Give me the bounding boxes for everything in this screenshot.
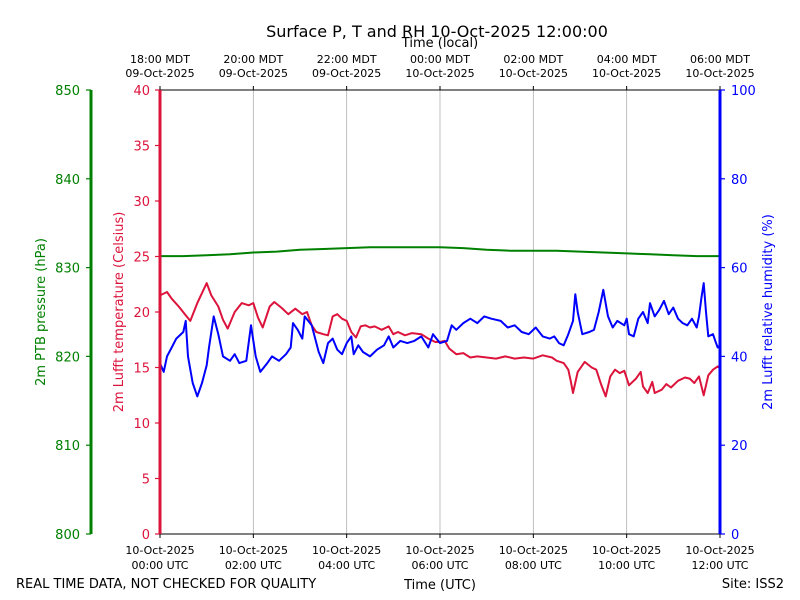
x-tick-label-local-time: 06:00 MDT — [690, 53, 750, 66]
humidity-tick-label: 60 — [731, 262, 748, 277]
humidity-tick-label: 40 — [731, 350, 748, 365]
x-tick-label-local-date: 10-Oct-2025 — [685, 67, 754, 80]
grid-lines — [252, 90, 628, 534]
temperature-tick-label: 35 — [133, 140, 150, 155]
site-label: Site: ISS2 — [722, 577, 784, 592]
pressure-tick-label: 830 — [55, 262, 80, 277]
pressure-axis-label: 2m PTB pressure (hPa) — [34, 238, 49, 386]
x-tick-label-local-time: 00:00 MDT — [410, 53, 470, 66]
chart-title: Surface P, T and RH 10-Oct-2025 12:00:00 — [266, 22, 608, 41]
x-tick-label-utc-date: 10-Oct-2025 — [405, 544, 474, 557]
humidity-tick-label: 100 — [731, 84, 756, 99]
humidity-tick-label: 20 — [731, 439, 748, 454]
x-axis-ticks: 10-Oct-2025 00:00 UTC 10-Oct-2025 02:00 UTC… — [125, 53, 754, 572]
x-tick-label-utc-date: 10-Oct-2025 — [312, 544, 381, 557]
x-tick-label-local-date: 09-Oct-2025 — [125, 67, 194, 80]
temperature-axis-label: 2m Lufft temperature (Celsius) — [112, 212, 127, 413]
temperature-tick-label: 15 — [133, 362, 150, 377]
x-tick-label-utc-date: 10-Oct-2025 — [685, 544, 754, 557]
x-tick-label-utc-time: 00:00 UTC — [131, 559, 188, 572]
temperature-tick-label: 25 — [133, 251, 150, 266]
temperature-tick-label: 30 — [133, 195, 150, 210]
x-tick-label-utc-date: 10-Oct-2025 — [219, 544, 288, 557]
x-tick-label-local-date: 10-Oct-2025 — [499, 67, 568, 80]
x-tick-label-utc-date: 10-Oct-2025 — [592, 544, 661, 557]
x-tick-label-utc-time: 12:00 UTC — [691, 559, 748, 572]
pressure-tick-label: 840 — [55, 173, 80, 188]
x-tick-label-local-time: 22:00 MDT — [317, 53, 377, 66]
x-tick-label-local-date: 10-Oct-2025 — [405, 67, 474, 80]
quality-disclaimer: REAL TIME DATA, NOT CHECKED FOR QUALITY — [16, 577, 316, 592]
x-tick-label-local-date: 09-Oct-2025 — [312, 67, 381, 80]
x-tick-label-local-date: 10-Oct-2025 — [592, 67, 661, 80]
x-axis-label: Time (UTC) — [403, 578, 476, 593]
temperature-tick-label: 0 — [142, 528, 150, 543]
x-tick-label-local-time: 02:00 MDT — [503, 53, 563, 66]
humidity-series-line — [159, 282, 721, 398]
pressure-tick-label: 800 — [55, 528, 80, 543]
temperature-tick-label: 10 — [133, 417, 150, 432]
x-tick-label-utc-date: 10-Oct-2025 — [125, 544, 194, 557]
x-tick-label-local-time: 18:00 MDT — [130, 53, 190, 66]
humidity-tick-label: 0 — [731, 528, 739, 543]
x-tick-label-local-time: 20:00 MDT — [223, 53, 283, 66]
pressure-series-line — [160, 246, 720, 258]
x-tick-label-utc-time: 04:00 UTC — [318, 559, 375, 572]
temperature-tick-label: 5 — [142, 473, 150, 488]
x-tick-label-utc-time: 08:00 UTC — [505, 559, 562, 572]
humidity-tick-label: 80 — [731, 173, 748, 188]
x-tick-label-local-time: 04:00 MDT — [597, 53, 657, 66]
x-tick-label-utc-time: 02:00 UTC — [225, 559, 282, 572]
x-tick-label-local-date: 09-Oct-2025 — [219, 67, 288, 80]
pressure-tick-label: 820 — [55, 350, 80, 365]
x-tick-label-utc-time: 10:00 UTC — [598, 559, 655, 572]
x-tick-label-utc-date: 10-Oct-2025 — [499, 544, 568, 557]
temperature-tick-label: 20 — [133, 306, 150, 321]
top-axis-label: Time (local) — [401, 36, 478, 51]
x-tick-label-utc-time: 06:00 UTC — [411, 559, 468, 572]
plot-area — [159, 246, 721, 398]
pressure-tick-label: 850 — [55, 84, 80, 99]
pressure-tick-label: 810 — [55, 439, 80, 454]
temperature-tick-label: 40 — [133, 84, 150, 99]
humidity-axis-label: 2m Lufft relative humidity (%) — [761, 214, 776, 410]
